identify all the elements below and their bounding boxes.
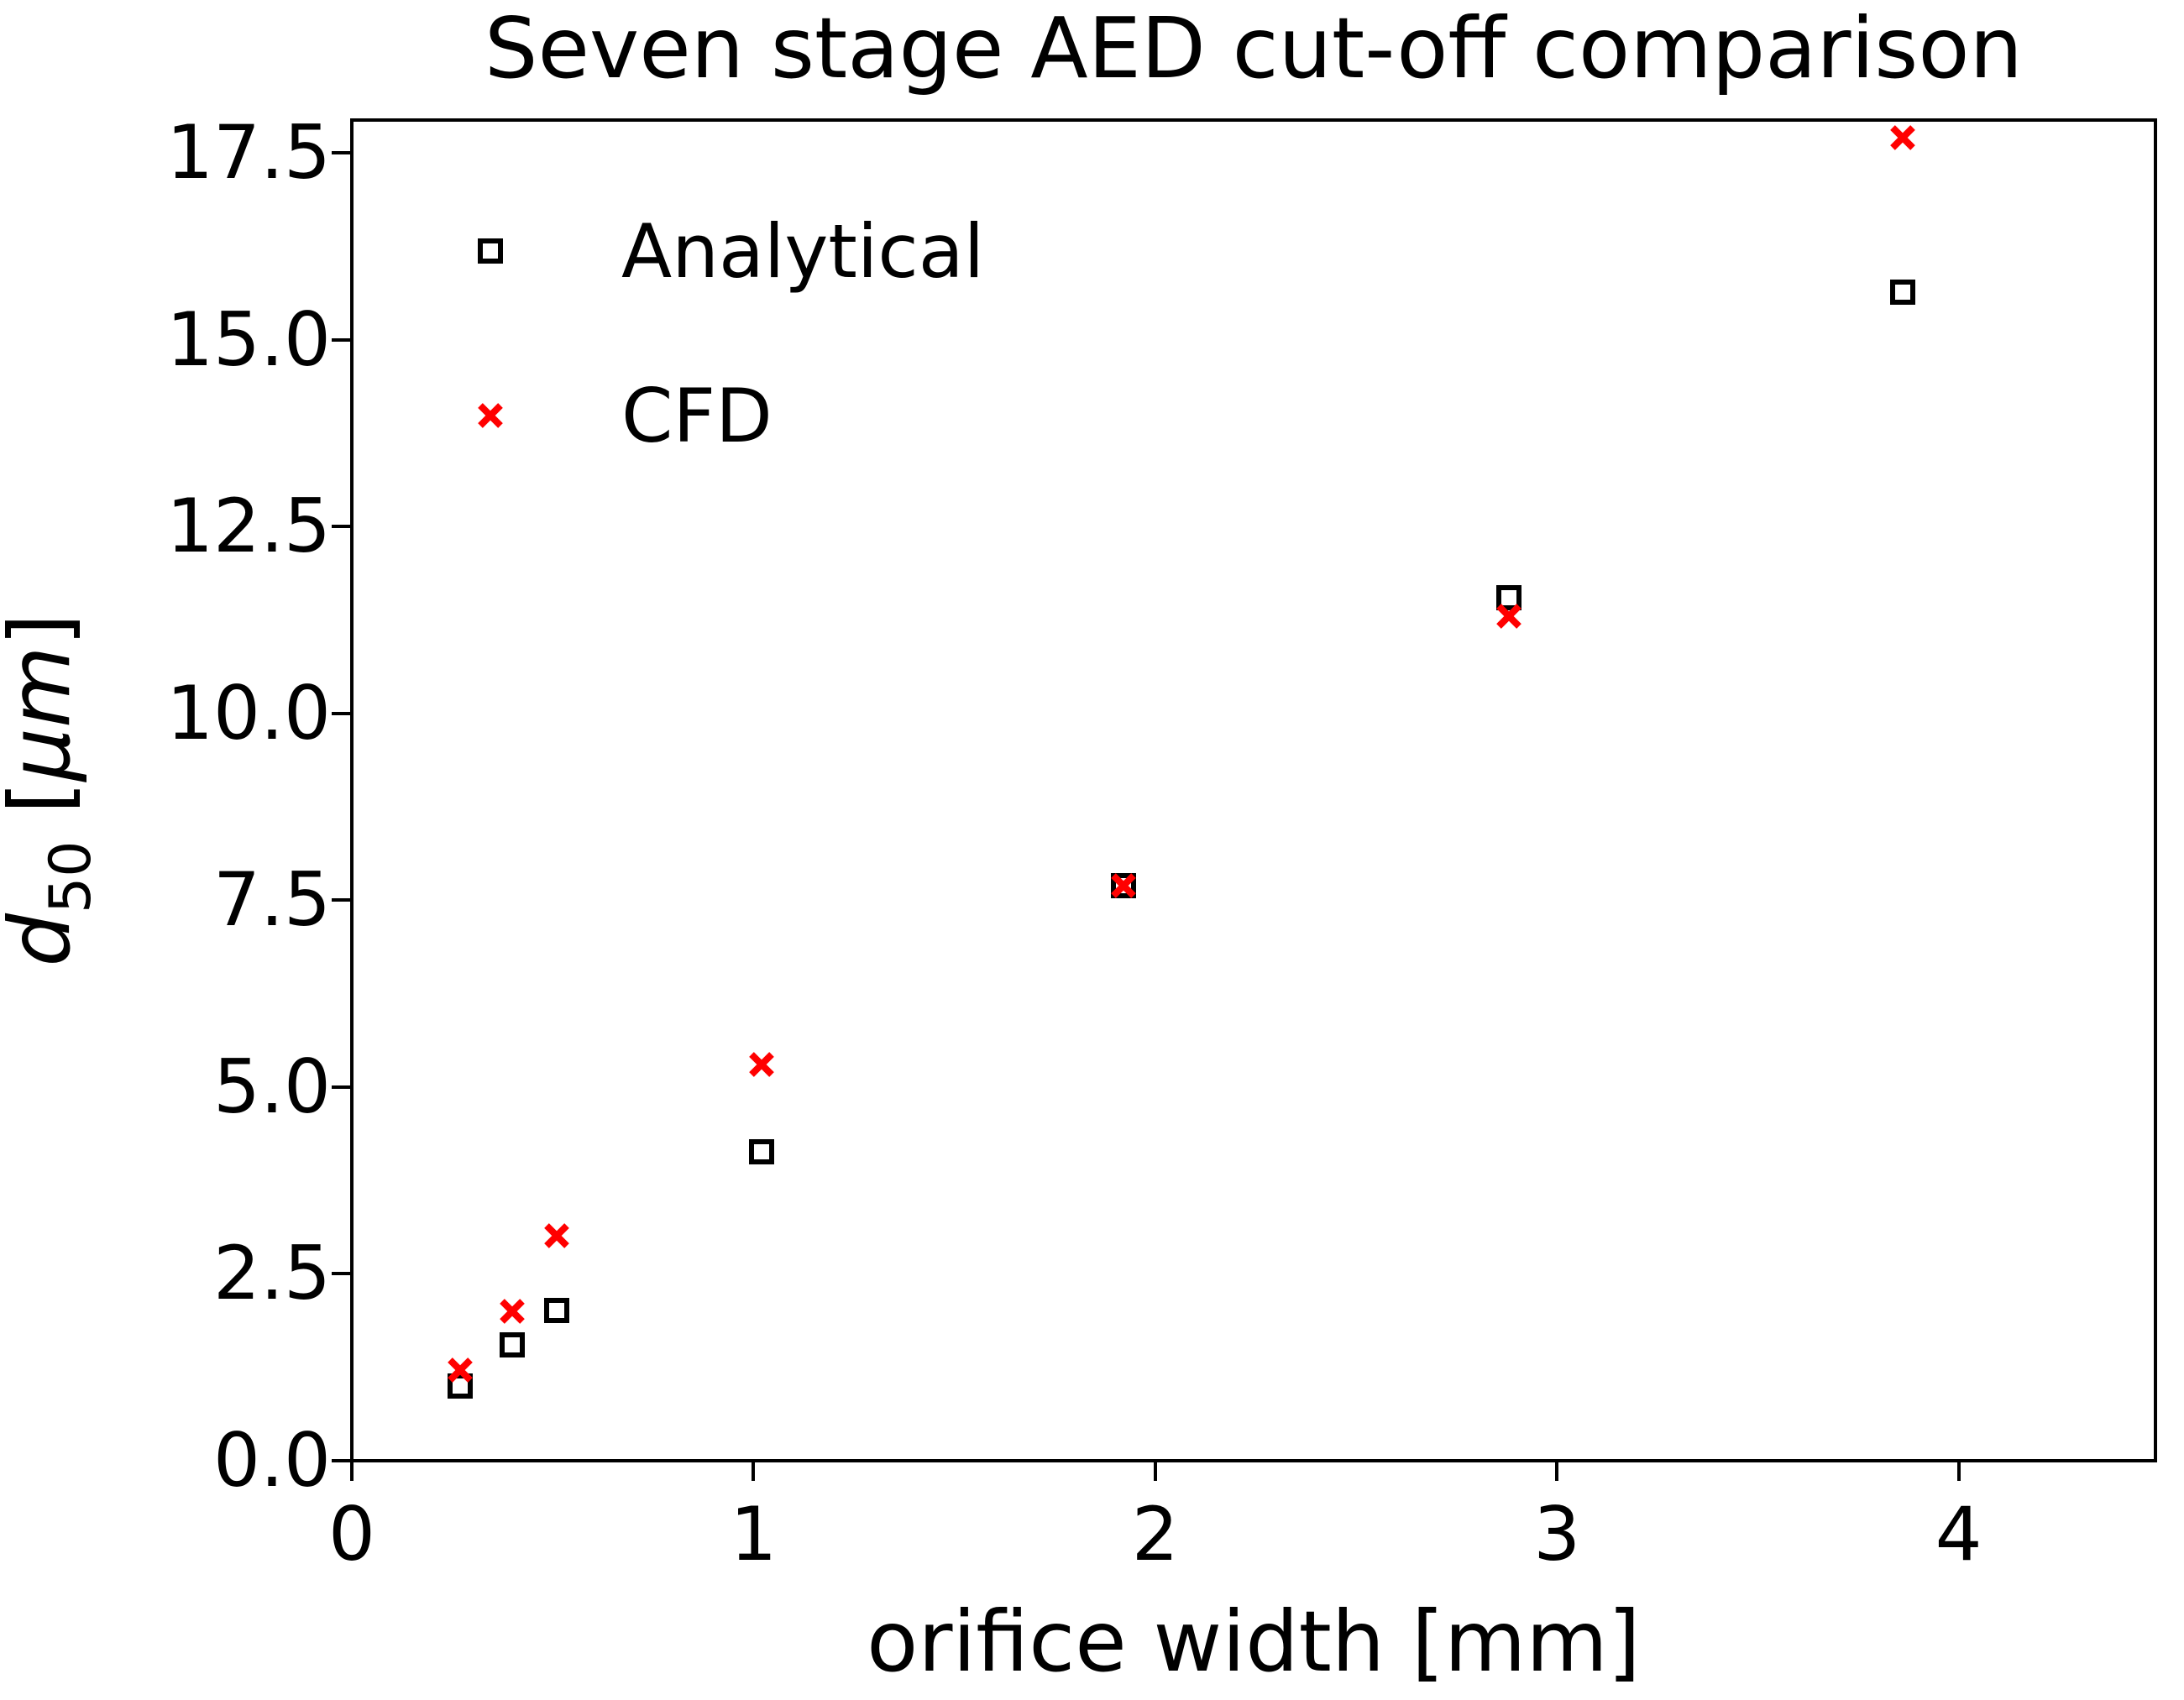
y-axis-label-subscript: 50 bbox=[38, 840, 105, 913]
y-axis-tick-label: 7.5 bbox=[213, 856, 331, 944]
x-axis-tick-label: 3 bbox=[1533, 1491, 1581, 1577]
y-axis-label-bracket-close: ] bbox=[0, 613, 89, 646]
data-point-analytical bbox=[1495, 584, 1521, 610]
x-axis-tick-label: 2 bbox=[1131, 1491, 1179, 1577]
y-axis-tick-label: 0.0 bbox=[213, 1417, 331, 1504]
y-axis-label-variable: d bbox=[0, 913, 89, 967]
x-axis-tick-label: 4 bbox=[1935, 1491, 1982, 1577]
open-square-marker-icon bbox=[467, 238, 514, 264]
legend-entry-cfd: CFD bbox=[467, 369, 984, 462]
data-point-analytical bbox=[543, 1298, 569, 1324]
x-axis-tick bbox=[1153, 1462, 1157, 1481]
x-axis-label: orifice width [mm] bbox=[867, 1593, 1641, 1691]
y-axis-label-unit: μm bbox=[0, 646, 89, 782]
y-axis-tick-label: 15.0 bbox=[166, 296, 331, 383]
data-point-cfd bbox=[499, 1298, 526, 1325]
y-axis-tick bbox=[332, 711, 350, 715]
y-axis-tick-label: 5.0 bbox=[213, 1043, 331, 1130]
y-axis-label-bracket-open: [ bbox=[0, 781, 89, 841]
y-axis-tick bbox=[332, 337, 350, 342]
data-point-cfd bbox=[447, 1357, 474, 1384]
y-axis-tick-label: 2.5 bbox=[213, 1230, 331, 1317]
x-axis-tick-label: 0 bbox=[328, 1491, 375, 1577]
data-point-analytical bbox=[748, 1139, 774, 1165]
data-point-analytical bbox=[1889, 279, 1915, 305]
x-axis-tick bbox=[1956, 1462, 1961, 1481]
y-axis-tick bbox=[332, 898, 350, 902]
y-axis-tick-label: 10.0 bbox=[166, 669, 331, 756]
data-point-analytical bbox=[448, 1373, 474, 1399]
y-axis-tick-label: 12.5 bbox=[166, 483, 331, 570]
data-point-cfd bbox=[1495, 603, 1522, 630]
data-point-cfd bbox=[543, 1222, 570, 1249]
x-axis-tick bbox=[350, 1462, 354, 1481]
data-point-cfd bbox=[1889, 124, 1916, 151]
legend: Analytical CFD bbox=[467, 205, 984, 462]
data-point-analytical bbox=[500, 1332, 526, 1358]
x-axis-tick bbox=[1555, 1462, 1559, 1481]
y-axis-tick bbox=[332, 1272, 350, 1276]
data-point-analytical bbox=[1110, 872, 1136, 898]
legend-entry-analytical: Analytical bbox=[467, 205, 984, 297]
legend-label-analytical: Analytical bbox=[621, 207, 985, 295]
y-axis-tick bbox=[332, 1459, 350, 1462]
chart-title: Seven stage AED cut-off comparison bbox=[484, 0, 2023, 97]
y-axis-tick-label: 17.5 bbox=[166, 109, 331, 196]
data-point-cfd bbox=[748, 1051, 775, 1078]
x-axis-tick bbox=[752, 1462, 756, 1481]
x-marker-icon bbox=[467, 402, 514, 429]
data-point-cfd bbox=[1110, 872, 1137, 899]
legend-label-cfd: CFD bbox=[621, 372, 773, 459]
plot-area bbox=[350, 118, 2157, 1462]
y-axis-label: d50 [μm] bbox=[0, 614, 119, 967]
y-axis-tick bbox=[332, 1085, 350, 1089]
y-axis-tick bbox=[332, 525, 350, 529]
x-axis-tick-label: 1 bbox=[730, 1491, 778, 1577]
y-axis-tick bbox=[332, 151, 350, 155]
